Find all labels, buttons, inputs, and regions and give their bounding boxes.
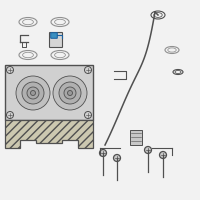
FancyBboxPatch shape — [50, 32, 62, 47]
Circle shape — [53, 76, 87, 110]
Circle shape — [68, 90, 72, 96]
Circle shape — [64, 87, 76, 99]
Circle shape — [100, 150, 106, 156]
Circle shape — [144, 146, 152, 154]
Circle shape — [16, 76, 50, 110]
FancyBboxPatch shape — [51, 33, 57, 38]
Circle shape — [22, 82, 44, 104]
Circle shape — [59, 82, 81, 104]
Circle shape — [27, 87, 39, 99]
FancyBboxPatch shape — [130, 130, 142, 145]
FancyBboxPatch shape — [5, 65, 93, 120]
Polygon shape — [5, 120, 93, 148]
Circle shape — [114, 154, 120, 162]
Circle shape — [160, 152, 166, 158]
Circle shape — [30, 90, 36, 96]
